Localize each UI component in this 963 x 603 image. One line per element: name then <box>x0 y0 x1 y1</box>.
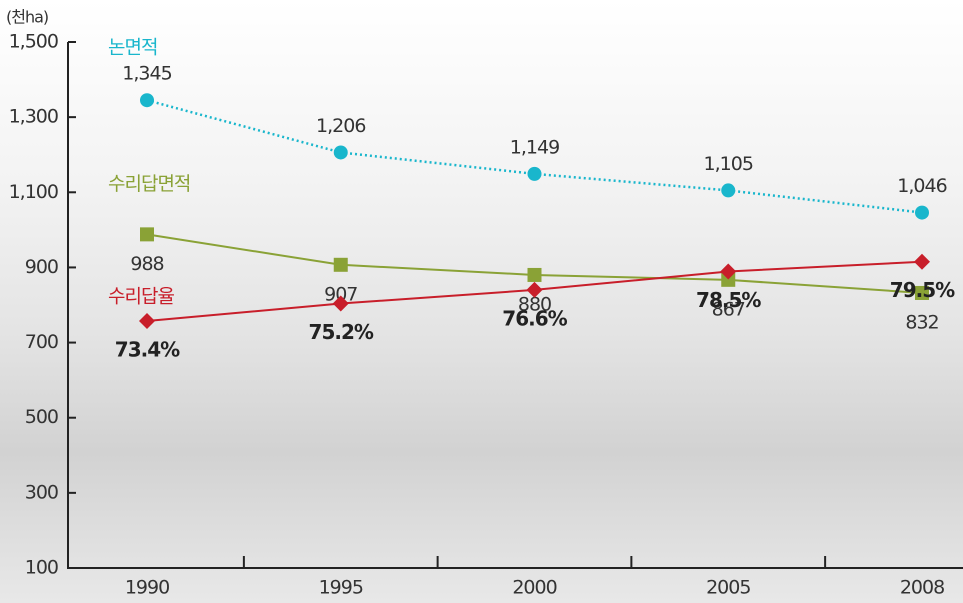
x-tick-label: 2005 <box>706 577 750 599</box>
series-name: 논면적 <box>108 37 157 59</box>
data-label: 1,206 <box>316 115 365 137</box>
data-label: 76.6% <box>502 306 567 330</box>
data-label: 79.5% <box>890 278 955 302</box>
marker <box>140 93 154 108</box>
data-label: 78.5% <box>696 288 761 312</box>
data-label: 75.2% <box>309 320 374 344</box>
marker <box>527 267 542 282</box>
marker <box>139 313 155 330</box>
x-tick-label: 1995 <box>319 577 363 599</box>
data-label: 1,105 <box>704 153 753 175</box>
data-label: 880 <box>518 293 551 315</box>
data-label: 1,345 <box>122 63 171 85</box>
marker <box>140 227 154 242</box>
marker <box>333 145 348 160</box>
marker <box>721 183 736 198</box>
data-label: 832 <box>905 311 938 333</box>
data-label: 867 <box>712 298 745 320</box>
y-tick-label: 1,300 <box>9 106 58 128</box>
x-tick-label: 2000 <box>512 577 556 599</box>
marker <box>915 205 929 220</box>
series-name: 수리답면적 <box>108 173 190 195</box>
data-label: 1,046 <box>897 175 946 197</box>
series-name: 수리답율 <box>108 286 174 308</box>
marker <box>915 285 929 300</box>
marker <box>333 257 348 272</box>
data-label: 988 <box>130 253 163 275</box>
y-tick-label: 700 <box>25 331 58 353</box>
y-tick-label: 1,500 <box>9 31 58 53</box>
y-tick-label: 100 <box>25 557 58 579</box>
data-label: 73.4% <box>115 338 180 362</box>
marker <box>526 281 543 298</box>
y-tick-label: 900 <box>25 256 58 278</box>
x-tick-label: 2008 <box>900 577 944 599</box>
marker <box>332 295 349 312</box>
x-tick-label: 1990 <box>125 577 169 599</box>
data-label: 1,149 <box>510 136 559 158</box>
y-axis-label: (천ha) <box>6 8 48 27</box>
marker <box>721 272 736 287</box>
data-label: 907 <box>324 283 357 305</box>
y-tick-label: 1,100 <box>9 181 58 203</box>
marker <box>527 166 542 181</box>
y-tick-label: 500 <box>25 406 58 428</box>
marker <box>914 253 930 270</box>
y-tick-label: 300 <box>25 481 58 503</box>
marker <box>720 263 737 280</box>
